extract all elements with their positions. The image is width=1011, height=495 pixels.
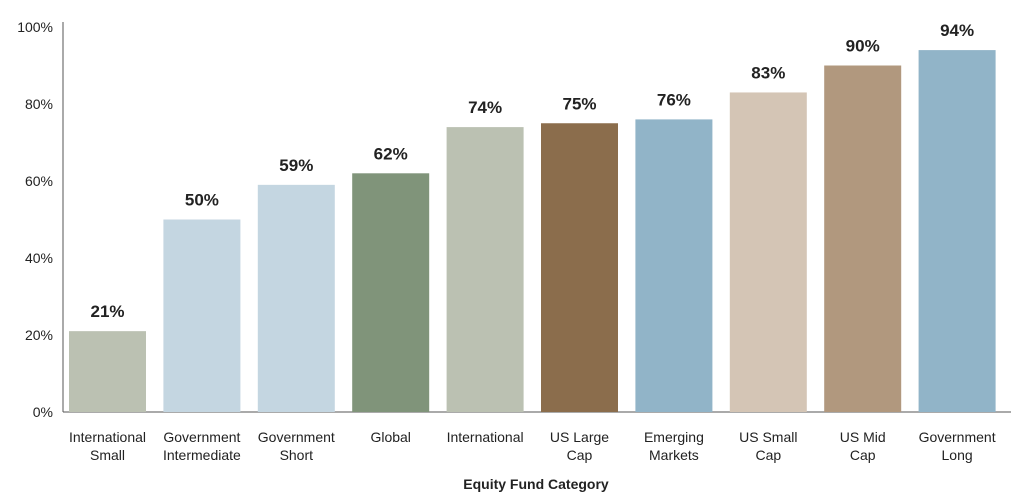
y-tick-label: 20% xyxy=(25,327,53,343)
x-category-label: Government Long xyxy=(919,429,996,463)
value-labels: 21% 50% 59% 62% 74% 75% 76% 83% 90% 94% xyxy=(90,21,974,321)
bar xyxy=(257,184,335,412)
bar xyxy=(69,331,146,412)
bar-value-label: 83% xyxy=(751,63,785,82)
y-tick-label: 100% xyxy=(17,19,53,35)
y-tick-label: 80% xyxy=(25,96,53,112)
y-axis-ticks: 0% 20% 40% 60% 80% 100% xyxy=(17,19,53,420)
x-category-label: Emerging Markets xyxy=(644,429,704,463)
bar xyxy=(824,65,902,412)
bar-value-label: 59% xyxy=(279,156,313,175)
bar xyxy=(541,123,618,412)
category-labels: International Small Government Intermediate… xyxy=(69,429,996,463)
x-category-label: US Mid Cap xyxy=(840,429,886,463)
x-category-label: US Small Cap xyxy=(739,429,797,463)
x-axis-title: Equity Fund Category xyxy=(463,476,609,492)
bar xyxy=(446,127,524,412)
bar-value-label: 94% xyxy=(940,21,974,40)
bar xyxy=(163,219,241,412)
x-category-label: International xyxy=(447,429,524,445)
bar-value-label: 74% xyxy=(468,98,502,117)
x-category-label: US Large Cap xyxy=(550,429,609,463)
x-category-label: International Small xyxy=(69,429,146,463)
x-category-label: Government Short xyxy=(258,429,335,463)
y-tick-label: 40% xyxy=(25,250,53,266)
bar xyxy=(729,92,807,412)
bar-value-label: 21% xyxy=(90,302,124,321)
bar xyxy=(352,173,430,412)
bar-value-label: 62% xyxy=(374,144,408,163)
bar-value-label: 76% xyxy=(657,90,691,109)
bar-value-label: 75% xyxy=(562,94,596,113)
bar xyxy=(635,119,713,413)
x-category-label: Government Intermediate xyxy=(163,429,241,463)
bar-value-label: 50% xyxy=(185,191,219,210)
y-tick-label: 60% xyxy=(25,173,53,189)
y-tick-label: 0% xyxy=(33,404,53,420)
x-category-label: Global xyxy=(370,429,410,445)
bar xyxy=(918,50,996,412)
bar-value-label: 90% xyxy=(846,37,880,56)
bars xyxy=(69,50,996,413)
